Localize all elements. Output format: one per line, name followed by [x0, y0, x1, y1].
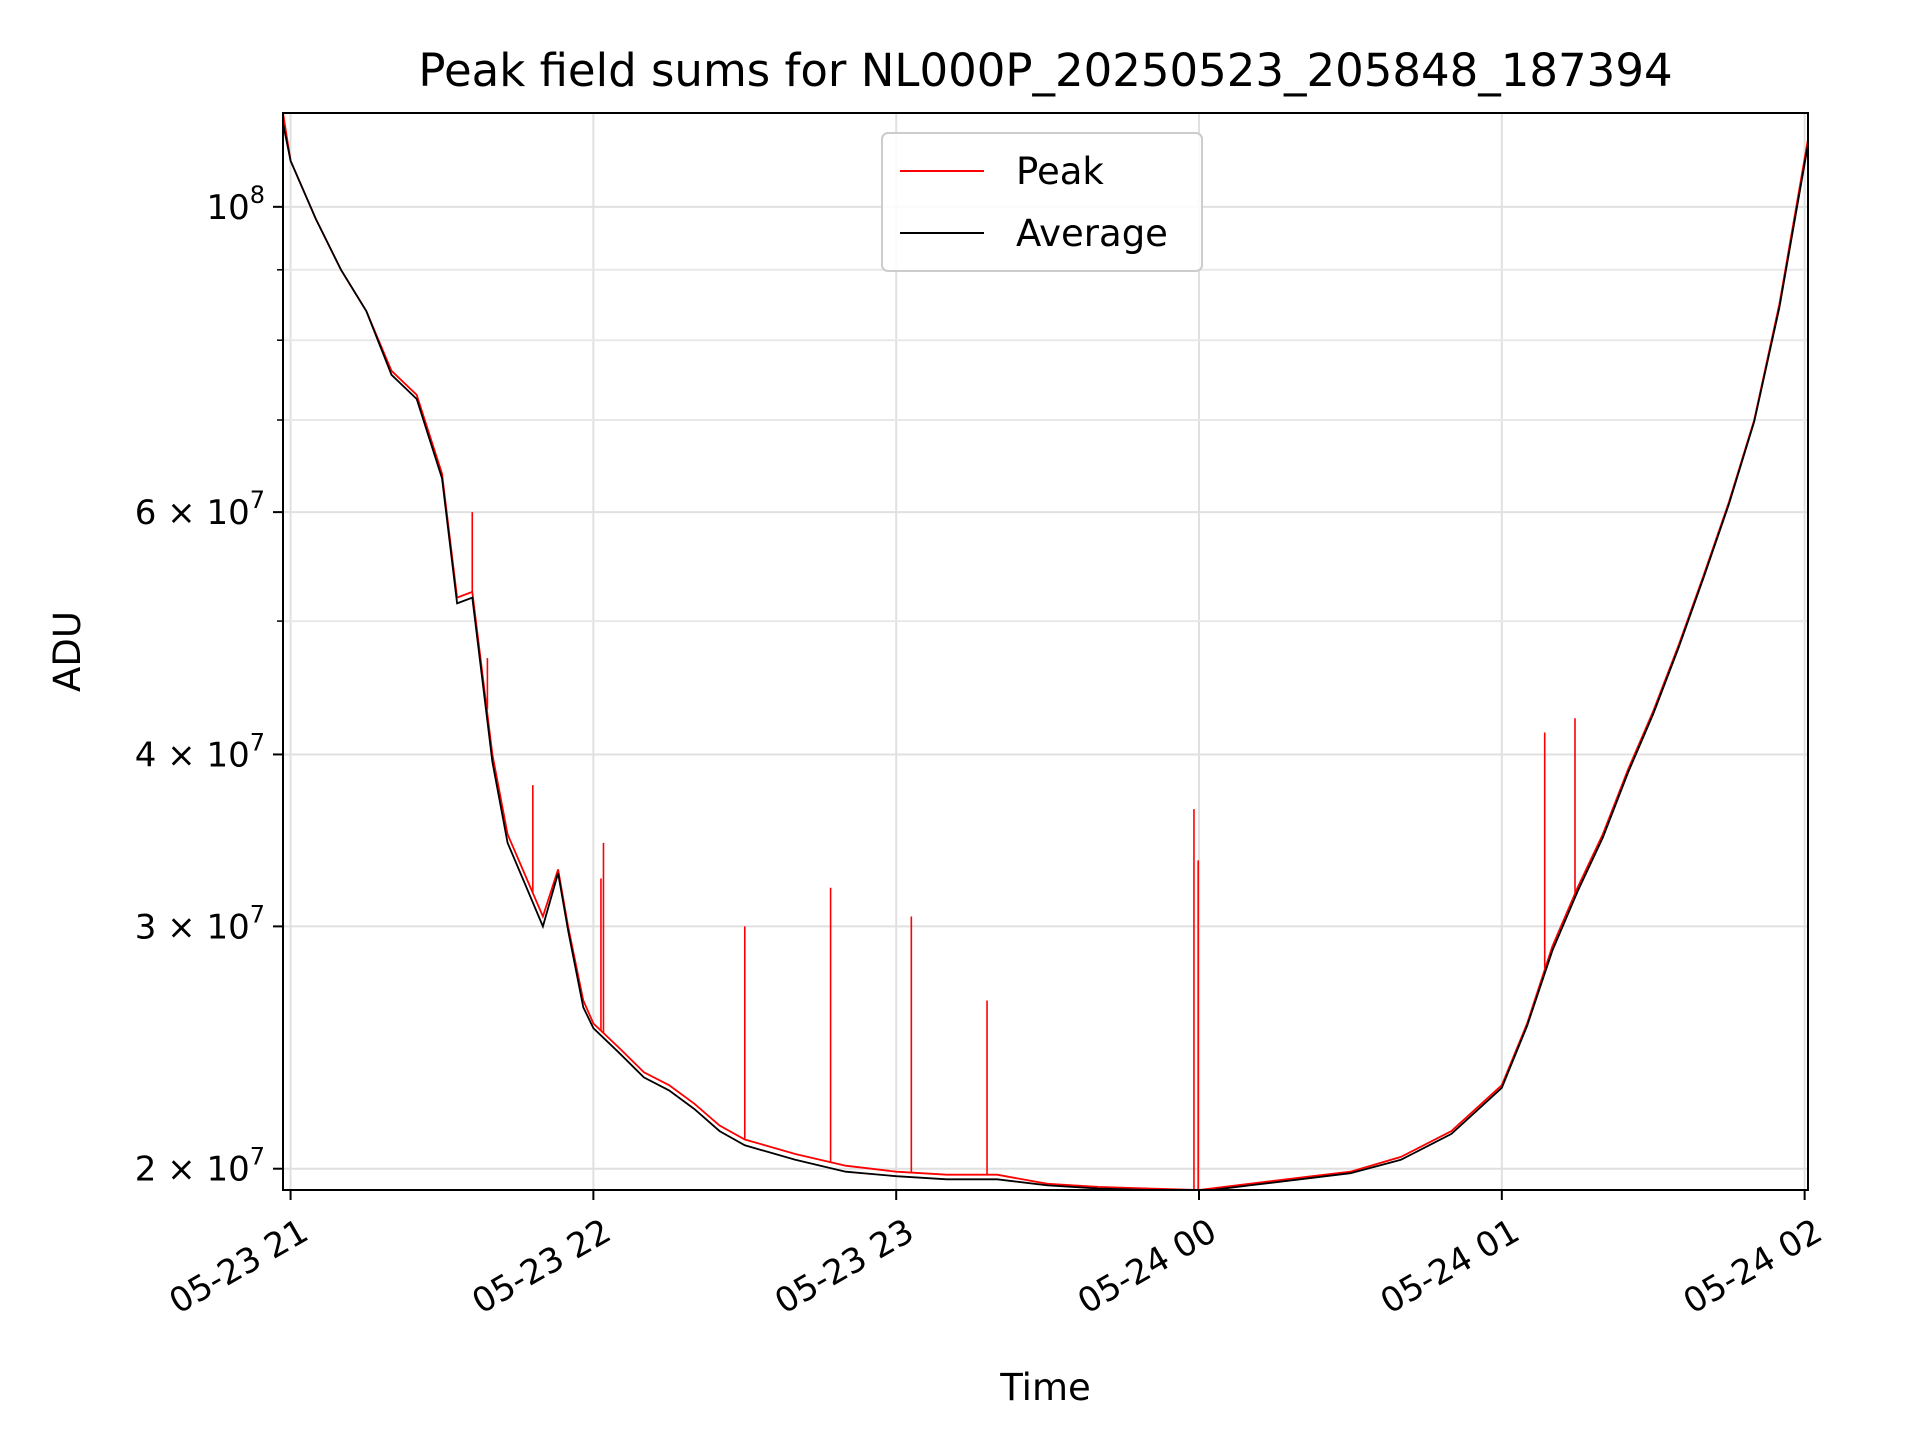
y-tick-label-exponent: 7	[250, 900, 265, 928]
y-tick-label-exponent: 7	[250, 486, 265, 514]
y-tick-label-base: 10	[206, 188, 249, 228]
y-tick-label: 3 × 107	[135, 900, 265, 947]
y-tick-label-base: 3 × 10	[135, 907, 250, 947]
plot-frame	[282, 112, 1809, 1191]
series-line-average	[283, 123, 1808, 1190]
chart-title: Peak field sums for NL000P_20250523_2058…	[418, 44, 1672, 97]
y-tick-label: 108	[206, 181, 265, 228]
y-tick-label-exponent: 8	[250, 181, 265, 209]
x-axis-label: Time	[999, 1366, 1091, 1409]
y-tick-label: 2 × 107	[135, 1143, 265, 1190]
series-group	[283, 113, 1808, 1190]
y-axis-label: ADU	[46, 611, 89, 692]
grid	[283, 113, 1808, 1190]
y-tick-label-base: 6 × 10	[135, 493, 250, 533]
y-tick-label: 4 × 107	[135, 728, 265, 775]
y-tick-label-exponent: 7	[250, 728, 265, 756]
legend-box	[881, 132, 1203, 272]
y-tick-label: 6 × 107	[135, 486, 265, 533]
y-tick-label-base: 2 × 10	[135, 1150, 250, 1190]
y-tick-label-exponent: 7	[250, 1143, 265, 1171]
y-tick-label-base: 4 × 10	[135, 735, 250, 775]
legend: Peak Average	[881, 132, 1203, 272]
legend-label-peak: Peak	[1016, 150, 1104, 193]
legend-label-average: Average	[1016, 212, 1168, 255]
series-line-peak	[283, 113, 1808, 1190]
